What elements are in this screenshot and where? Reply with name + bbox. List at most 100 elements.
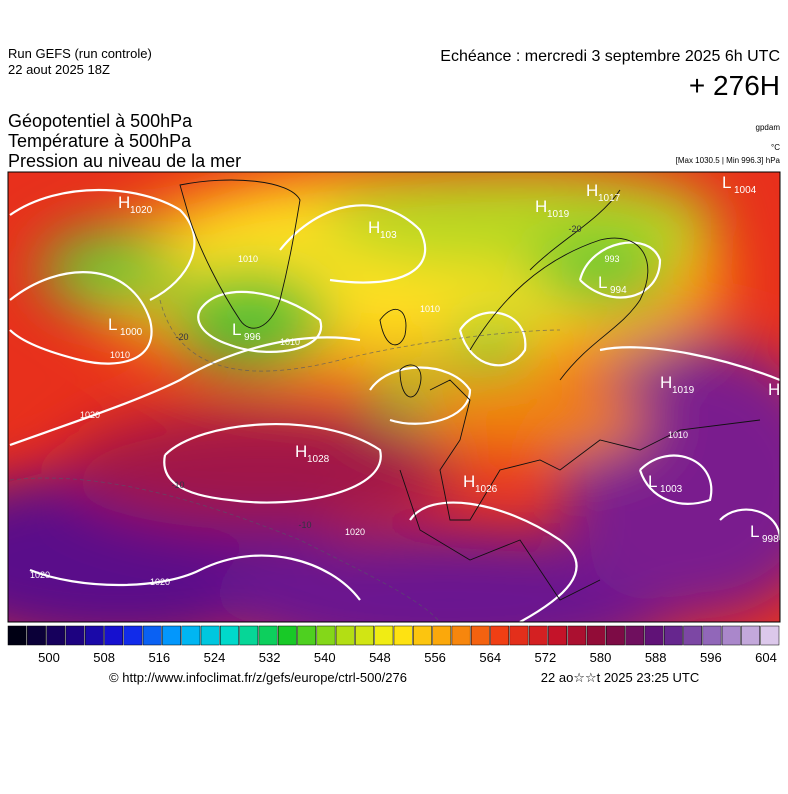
center-value: 1026 bbox=[475, 484, 498, 495]
colorbar-label: 564 bbox=[479, 650, 501, 665]
center-letter: L bbox=[108, 315, 117, 334]
colorbar-label: 540 bbox=[314, 650, 336, 665]
colorbar-cell bbox=[702, 625, 722, 646]
contour-label: 1020 bbox=[150, 577, 170, 587]
center-value: 103 bbox=[380, 230, 397, 241]
run-date: 22 aout 2025 18Z bbox=[8, 62, 110, 77]
colorbar-cell bbox=[277, 625, 297, 646]
center-value: 1017 bbox=[598, 193, 621, 204]
contour-label: 1010 bbox=[110, 350, 130, 360]
colorbar-cell bbox=[644, 625, 664, 646]
colorbar-cell bbox=[335, 625, 355, 646]
colorbar-label: 580 bbox=[590, 650, 612, 665]
colorbar-cell bbox=[509, 625, 529, 646]
center-value: 1019 bbox=[672, 385, 695, 396]
center-value: 1028 bbox=[307, 454, 330, 465]
colorbar-cell bbox=[104, 625, 124, 646]
lead-time: + 276H bbox=[689, 70, 780, 101]
center-letter: H bbox=[768, 380, 780, 399]
valid-time: Echéance : mercredi 3 septembre 2025 6h … bbox=[440, 48, 780, 65]
colorbar-cell bbox=[181, 625, 201, 646]
center-letter: H bbox=[535, 197, 547, 216]
colorbar-label: 532 bbox=[259, 650, 281, 665]
colorbar-cell bbox=[760, 625, 780, 646]
colorbar-cell bbox=[451, 625, 471, 646]
colorbar-label: 516 bbox=[148, 650, 170, 665]
colorbar-cell bbox=[413, 625, 432, 646]
issue-date: 22 ao☆☆t 2025 23:25 UTC bbox=[541, 670, 699, 685]
center-letter: L bbox=[648, 472, 657, 491]
colorbar-cell bbox=[548, 625, 567, 646]
colorbar-cell bbox=[84, 625, 104, 646]
colorbar-cell bbox=[46, 625, 66, 646]
center-value: 1020 bbox=[130, 205, 153, 216]
contour-label: 1010 bbox=[420, 304, 440, 314]
center-letter: L bbox=[232, 320, 241, 339]
colorbar-cell bbox=[239, 625, 259, 646]
center-letter: H bbox=[118, 193, 130, 212]
colorbar-cell bbox=[567, 625, 587, 646]
field-name: Pression au niveau de la mer bbox=[8, 151, 241, 171]
colorbar-label: 604 bbox=[755, 650, 777, 665]
colorbar-label: 524 bbox=[204, 650, 226, 665]
contour-label: 1020 bbox=[345, 527, 365, 537]
contour-label: 993 bbox=[604, 254, 619, 264]
unit: [Max 1030.5 | Min 996.3] hPa bbox=[676, 156, 781, 165]
colorbar-cell bbox=[123, 625, 143, 646]
center-value: 996 bbox=[244, 332, 261, 343]
colorbar-cell bbox=[432, 625, 452, 646]
colorbar-cell bbox=[528, 625, 548, 646]
center-value: 1019 bbox=[547, 209, 570, 220]
colorbar-label: 556 bbox=[424, 650, 446, 665]
colorbar-cell bbox=[663, 625, 683, 646]
unit: °C bbox=[771, 143, 780, 152]
center-letter: H bbox=[660, 373, 672, 392]
colorbar-cell bbox=[625, 625, 645, 646]
colorbar-cell bbox=[586, 625, 606, 646]
center-letter: H bbox=[295, 442, 307, 461]
colorbar-cell bbox=[142, 625, 162, 646]
colorbar-cell bbox=[258, 625, 278, 646]
colorbar-label: 548 bbox=[369, 650, 391, 665]
unit: gpdam bbox=[756, 123, 781, 132]
center-letter: L bbox=[750, 522, 759, 541]
center-value: 998 bbox=[762, 534, 779, 545]
colorbar-cell bbox=[355, 625, 374, 646]
colorbar-cell bbox=[606, 625, 625, 646]
map-field bbox=[8, 172, 780, 622]
field-name: Température à 500hPa bbox=[8, 131, 192, 151]
colorbar-cell bbox=[393, 625, 413, 646]
colorbar-label: 572 bbox=[535, 650, 557, 665]
colorbar-cell bbox=[200, 625, 220, 646]
center-value: 994 bbox=[610, 285, 627, 296]
center-value: 1000 bbox=[120, 327, 143, 338]
colorbar-cell bbox=[741, 625, 760, 646]
center-letter: H bbox=[463, 472, 475, 491]
run-name: Run GEFS (run controle) bbox=[8, 46, 152, 61]
colorbar-cell bbox=[220, 625, 239, 646]
colorbar-label: 508 bbox=[93, 650, 115, 665]
colorbar-cell bbox=[297, 625, 317, 646]
colorbar-cell bbox=[374, 625, 394, 646]
map-frame bbox=[7, 171, 781, 623]
center-letter: L bbox=[598, 273, 607, 292]
contour-label: -20 bbox=[568, 224, 581, 234]
contour-label: 1010 bbox=[280, 337, 300, 347]
colorbar-cell bbox=[65, 625, 85, 646]
colorbar-cell bbox=[470, 625, 490, 646]
contour-label: -10 bbox=[171, 480, 184, 490]
center-letter: L bbox=[722, 173, 731, 192]
colorbar-cell bbox=[316, 625, 336, 646]
contour-label: 1010 bbox=[668, 430, 688, 440]
colorbar-label: 596 bbox=[700, 650, 722, 665]
contour-label: -20 bbox=[175, 332, 188, 342]
center-letter: H bbox=[368, 218, 380, 237]
contour-label: -10 bbox=[298, 520, 311, 530]
center-letter: H bbox=[586, 181, 598, 200]
colorbar-label: 500 bbox=[38, 650, 60, 665]
source-url: © http://www.infoclimat.fr/z/gefs/europe… bbox=[109, 670, 407, 685]
center-value: 1003 bbox=[660, 484, 683, 495]
contour-label: 1020 bbox=[30, 570, 50, 580]
